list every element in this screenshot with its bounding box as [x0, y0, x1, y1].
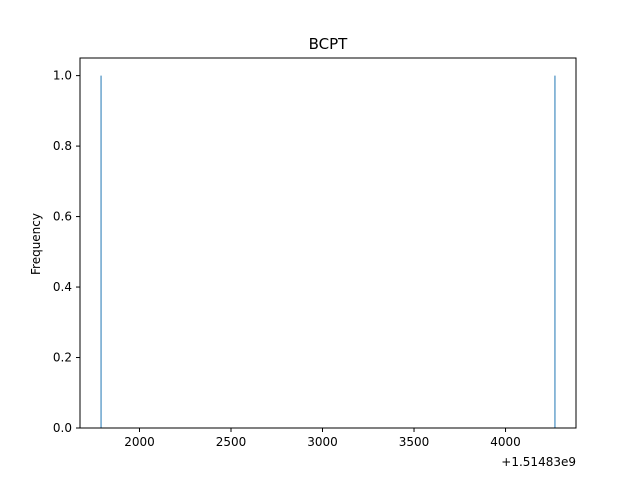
y-tick-label: 0.2 — [53, 351, 72, 365]
y-tick-label: 1.0 — [53, 69, 72, 83]
histogram-bar-1 — [100, 75, 102, 428]
y-axis-label: Frequency — [29, 213, 43, 275]
y-tick-label: 0.4 — [53, 280, 72, 294]
x-tick-label: 2000 — [124, 435, 155, 449]
y-tick-label: 0.8 — [53, 139, 72, 153]
x-tick-label: 3000 — [307, 435, 338, 449]
x-tick-label: 4000 — [490, 435, 521, 449]
plot-frame — [79, 57, 577, 429]
bars-layer — [100, 75, 556, 428]
x-tick-label: 2500 — [216, 435, 247, 449]
ticks-layer: 2000 2500 3000 3500 4000 0.0 0.2 0.4 0.6 0.8 1.0 — [53, 69, 521, 449]
y-tick-label: 0.0 — [53, 421, 72, 435]
x-tick-label: 3500 — [399, 435, 430, 449]
x-axis-offset-label: +1.51483e9 — [501, 455, 576, 469]
histogram-bar-2 — [554, 75, 556, 428]
chart-title: BCPT — [309, 35, 349, 53]
y-tick-label: 0.6 — [53, 210, 72, 224]
